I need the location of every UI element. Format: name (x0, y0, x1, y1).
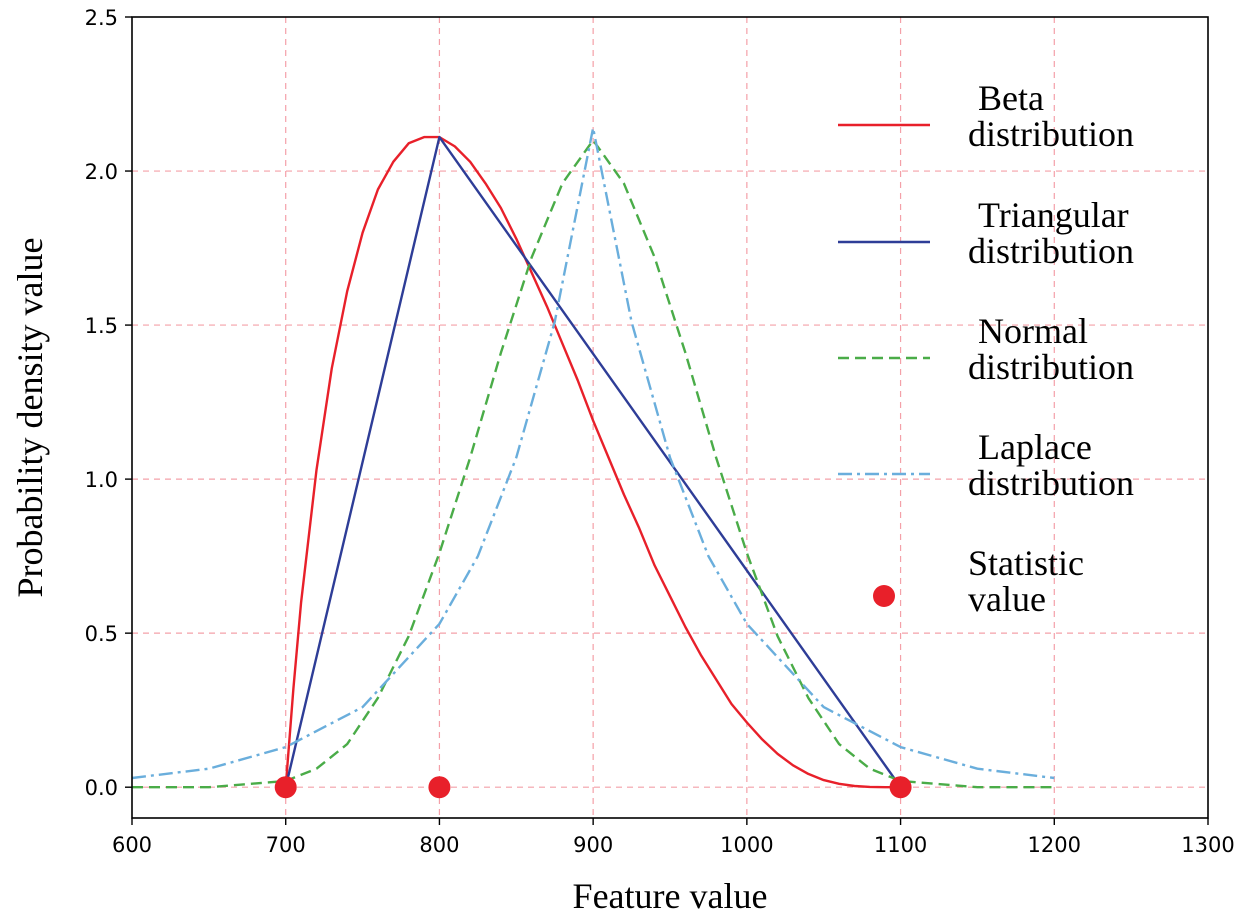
legend-label-triangular-line1: Triangular (978, 195, 1129, 235)
legend-label-triangular-line2: distribution (968, 231, 1134, 271)
statistic-point (889, 776, 912, 799)
statistic-points (274, 776, 912, 799)
y-tick-label: 0.0 (85, 776, 118, 800)
y-tick-label: 2.5 (85, 6, 118, 30)
y-tick-label: 2.0 (85, 160, 118, 184)
legend: BetadistributionTriangulardistributionNo… (838, 78, 1134, 619)
y-axis-title: Probability density value (10, 238, 50, 598)
series-triangular-line (284, 135, 902, 788)
x-tick-label: 900 (573, 833, 613, 857)
x-tick-label: 1000 (720, 833, 773, 857)
y-tick-label: 1.5 (85, 314, 118, 338)
x-tick-label: 700 (266, 833, 306, 857)
y-tick-label: 0.5 (85, 622, 118, 646)
x-tick-label: 800 (419, 833, 459, 857)
x-tick-label: 1100 (874, 833, 927, 857)
x-tick-label: 600 (112, 833, 152, 857)
legend-label-laplace-line1: Laplace (978, 427, 1092, 467)
legend-label-laplace-line2: distribution (968, 463, 1134, 503)
legend-label-beta-line2: distribution (968, 114, 1134, 154)
series-layer (131, 126, 1055, 789)
series-laplace-line (131, 126, 1055, 780)
plot-frame (131, 16, 1209, 819)
tick-layer: 600 700 800 900 1000 1100 1200 1300 0.0 0.5 1.0 1.5… (85, 6, 1235, 857)
series-normal-line (132, 138, 1055, 789)
legend-label-beta-line1: Beta (978, 78, 1044, 118)
series-beta-line (284, 135, 901, 789)
x-tick-label: 1200 (1028, 833, 1081, 857)
legend-label-statistic-line2: value (968, 579, 1046, 619)
y-tick-label: 1.0 (85, 468, 118, 492)
x-axis-title: Feature value (573, 876, 768, 916)
statistic-point (274, 776, 297, 799)
x-tick-label: 1300 (1181, 833, 1234, 857)
statistic-point (428, 776, 451, 799)
legend-label-statistic-line1: Statistic (968, 543, 1084, 583)
legend-label-normal-line2: distribution (968, 347, 1134, 387)
legend-label-normal-line1: Normal (978, 311, 1088, 351)
legend-swatch-statistic (873, 585, 895, 607)
